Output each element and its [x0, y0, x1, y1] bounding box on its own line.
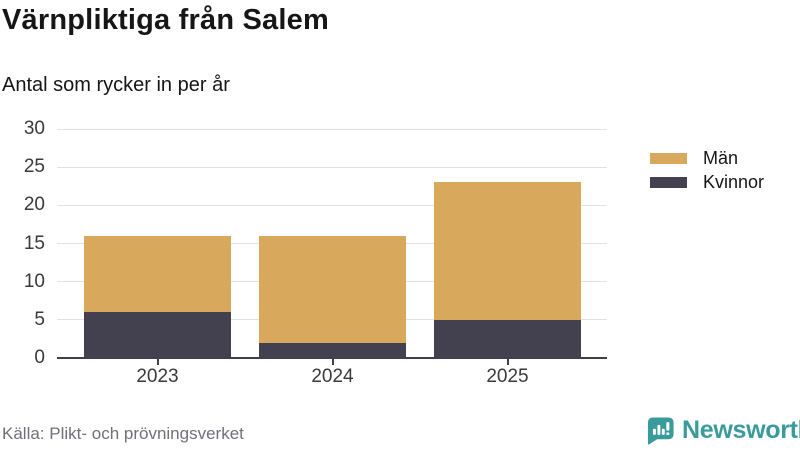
x-tick-2025 — [506, 359, 509, 365]
bar-kvinnor-2023 — [84, 312, 231, 358]
legend-swatch-män — [650, 153, 687, 164]
newsworthy-brand-link[interactable]: Newsworthy — [646, 415, 800, 445]
chart-subtitle: Antal som rycker in per år — [2, 74, 230, 96]
legend-swatch-kvinnor — [650, 177, 687, 188]
plot-area: 0 5 10 15 20 25 30 2023 2024 2025 — [24, 119, 607, 387]
gridline-y-25 — [57, 166, 607, 168]
x-tick-label-2025: 2025 — [486, 366, 529, 387]
y-tick-label-5: 5 — [34, 308, 45, 330]
newsworthy-logo-icon — [647, 416, 674, 445]
y-tick-label-20: 20 — [23, 194, 45, 216]
chart-title: Värnpliktiga från Salem — [2, 4, 329, 36]
bar-män-2025 — [434, 182, 581, 320]
source-attribution: Källa: Plikt- och prövningsverket — [2, 424, 244, 443]
legend-label-män: Män — [703, 148, 739, 168]
legend-item-män: Män — [650, 149, 764, 168]
legend-item-kvinnor: Kvinnor — [650, 173, 764, 192]
x-tick-2024 — [331, 359, 334, 365]
x-tick-label-2023: 2023 — [136, 366, 179, 387]
y-tick-label-15: 15 — [23, 232, 45, 254]
bar-män-2024 — [259, 235, 406, 343]
x-tick-2023 — [156, 359, 159, 365]
y-tick-label-0: 0 — [34, 347, 45, 368]
y-tick-label-30: 30 — [23, 118, 45, 139]
bar-män-2023 — [84, 235, 231, 313]
x-tick-label-2024: 2024 — [311, 366, 354, 387]
gridline-y-20 — [57, 204, 607, 206]
chart-legend: Män Kvinnor — [650, 149, 764, 192]
gridline-y-30 — [57, 128, 607, 130]
y-tick-label-10: 10 — [23, 270, 45, 292]
bar-kvinnor-2024 — [259, 342, 406, 358]
y-tick-label-25: 25 — [23, 156, 45, 178]
newsworthy-brand-name: Newsworthy — [682, 416, 800, 444]
bar-kvinnor-2025 — [434, 319, 581, 358]
legend-label-kvinnor: Kvinnor — [703, 172, 765, 192]
